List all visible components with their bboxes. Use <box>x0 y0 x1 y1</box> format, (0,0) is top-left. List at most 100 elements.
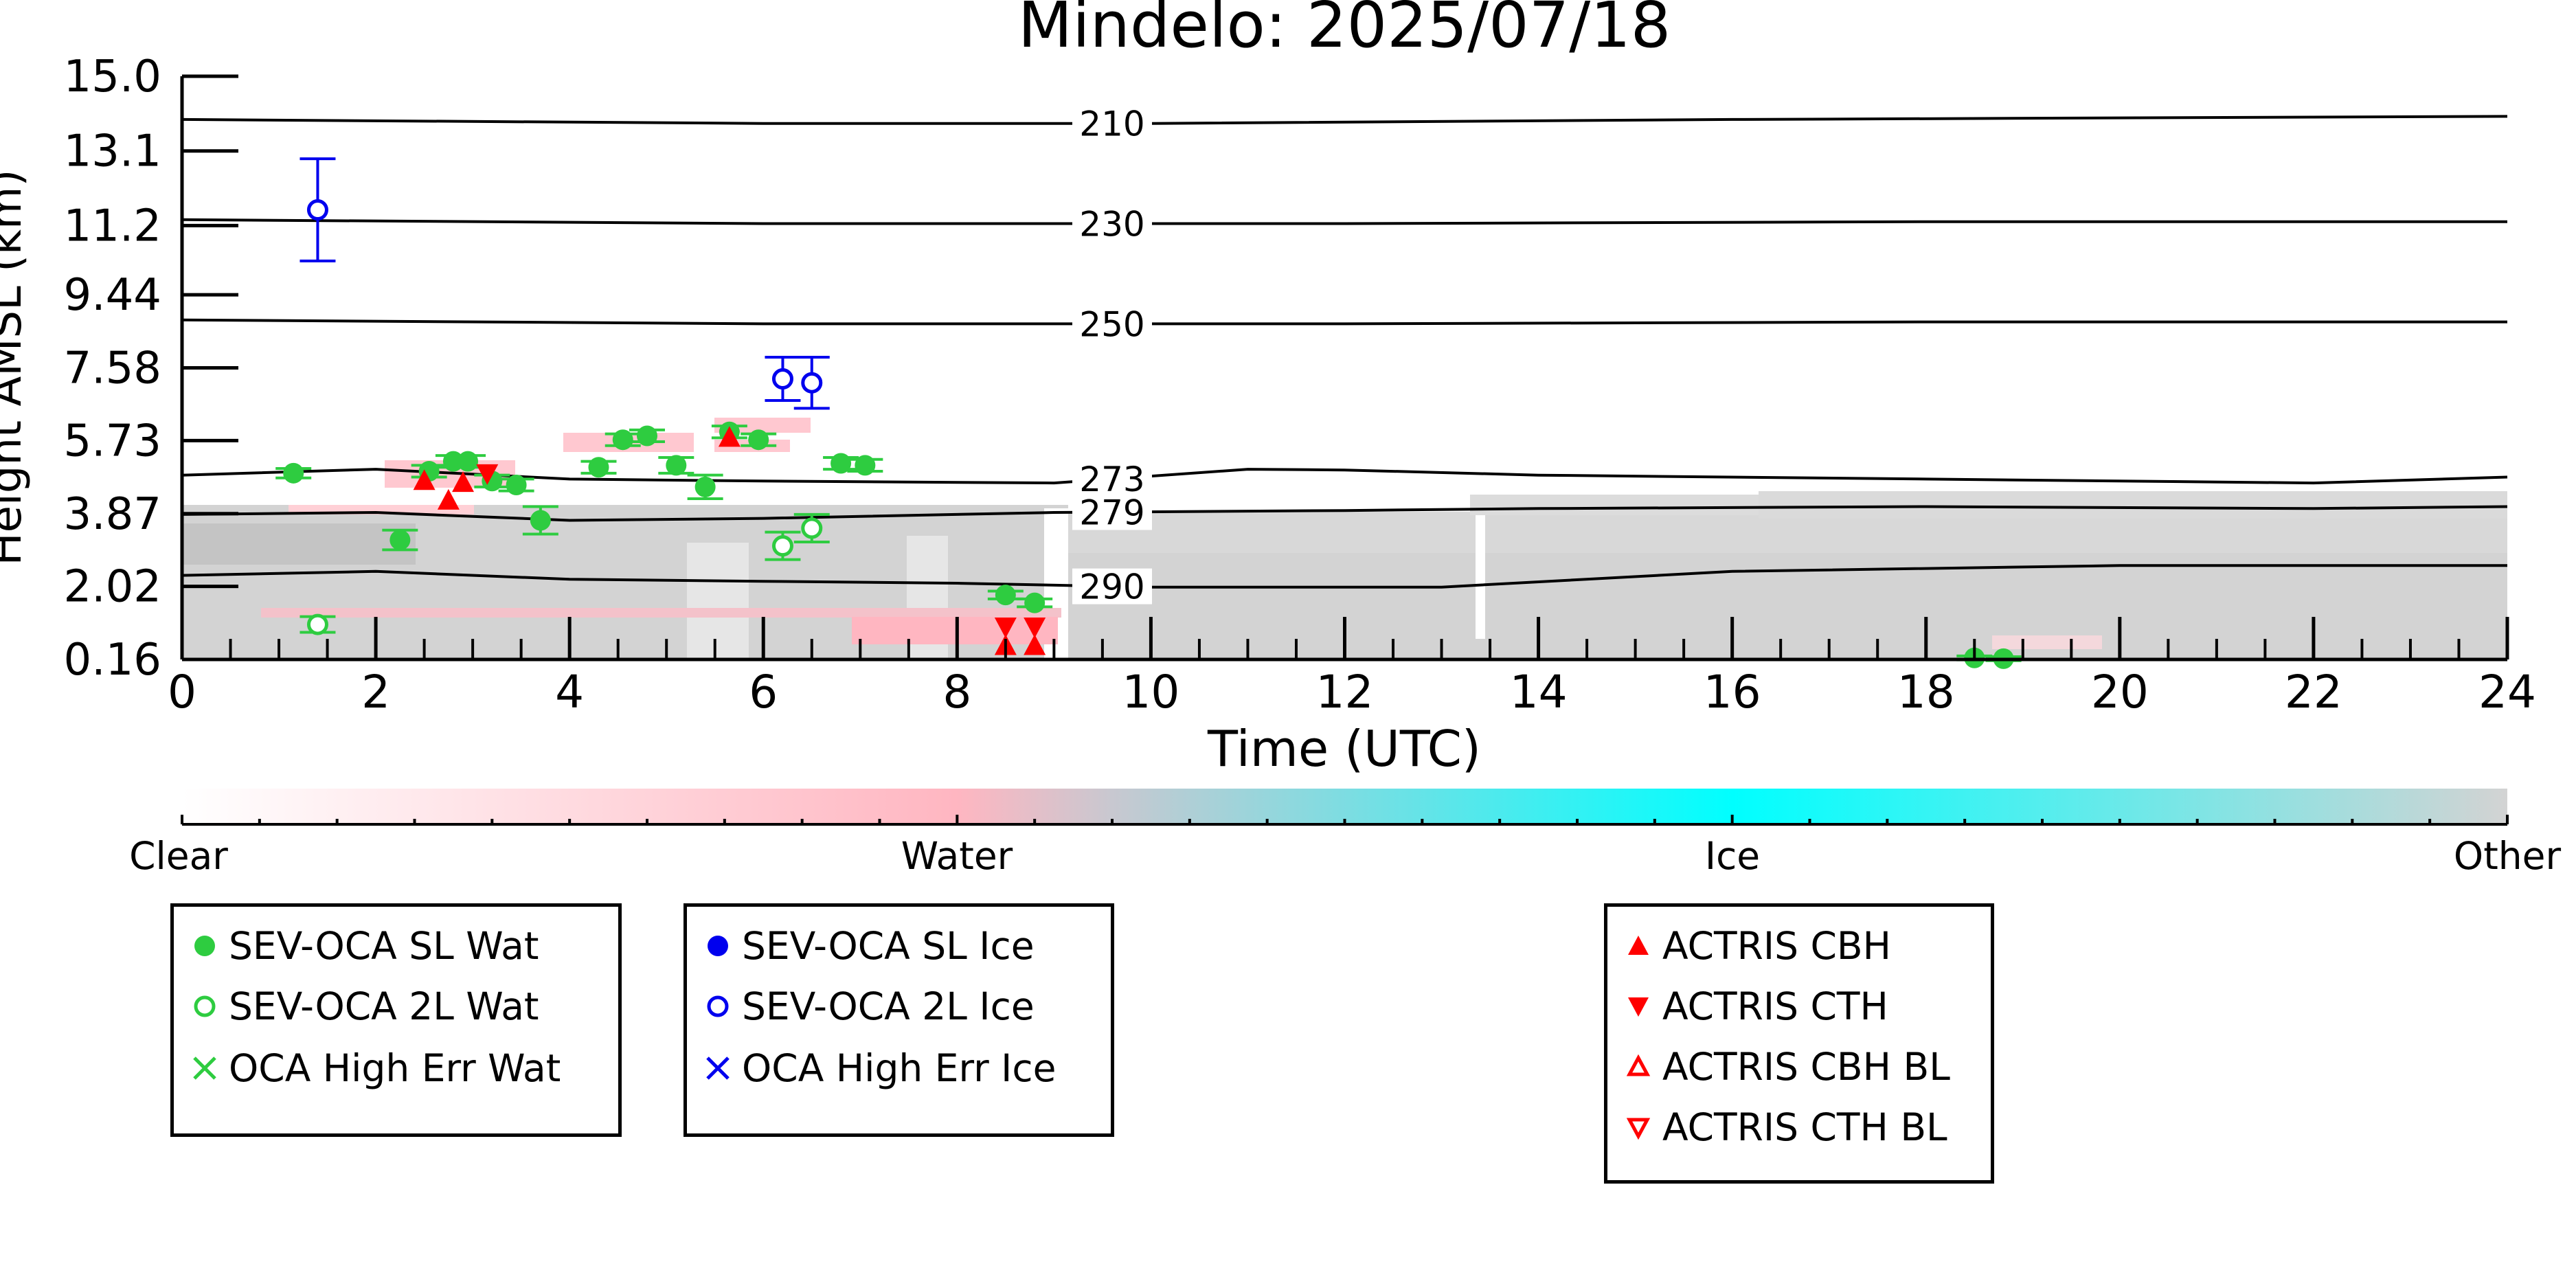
x-tick-label: 10 <box>1122 666 1179 719</box>
isotherm-label: 210 <box>1079 104 1144 144</box>
filled-circle-point <box>855 455 876 476</box>
triangle-down-point <box>476 464 499 485</box>
colorbar-label-water: Water <box>901 834 1013 878</box>
filled-circle-point <box>588 457 609 478</box>
x-tick-label: 24 <box>2478 666 2536 719</box>
legend-item-sl-ice: SEV-OCA SL Ice <box>701 922 1035 970</box>
filled-circle-point <box>666 455 687 476</box>
phase-colorbar: Clear Water Ice Other <box>129 789 2561 878</box>
filled-circle-point <box>694 476 716 497</box>
x-tick-label: 2 <box>361 666 390 719</box>
x-tick-label: 0 <box>168 666 196 719</box>
x-tick-label: 22 <box>2285 666 2342 719</box>
x-tick-label: 18 <box>1897 666 1955 719</box>
filled-circle-point <box>612 429 633 451</box>
x-mark-icon <box>706 1057 730 1080</box>
y-axis-ticks: 0.16 2.02 3.87 5.73 7.58 9.44 11.2 13.1 15.0 <box>64 52 238 686</box>
legend-label: SEV-OCA SL Wat <box>229 924 539 968</box>
filled-circle-point <box>283 462 304 484</box>
legend-label: SEV-OCA 2L Wat <box>229 984 539 1028</box>
y-tick-label: 0.16 <box>64 635 162 686</box>
triangle-up-point <box>437 488 460 510</box>
filled-circle-icon <box>708 936 728 956</box>
legend-label: SEV-OCA SL Ice <box>742 924 1035 968</box>
isotherm-line <box>181 505 2508 522</box>
open-circle-point <box>801 372 823 394</box>
triangle-up-icon <box>1628 936 1649 955</box>
open-circle-icon <box>707 995 729 1017</box>
triangle-up-point <box>452 471 475 493</box>
isotherm-line <box>181 564 2507 589</box>
y-tick-label: 2.02 <box>64 562 162 613</box>
y-tick-label: 5.73 <box>64 416 162 466</box>
legend-item-higherr-ice: OCA High Err Ice <box>701 1044 1056 1092</box>
data-points <box>275 157 2022 669</box>
isotherm-label: 250 <box>1079 304 1144 344</box>
y-tick-label: 11.2 <box>64 201 162 251</box>
legend-label: ACTRIS CTH BL <box>1662 1105 1947 1149</box>
open-circle-point <box>306 199 328 221</box>
open-circle-point <box>771 535 793 557</box>
legend-label: ACTRIS CTH <box>1662 984 1888 1028</box>
x-axis-ticks: 0 2 4 6 8 10 12 14 16 18 20 22 24 <box>168 617 2536 719</box>
filled-circle-point <box>506 474 527 495</box>
y-tick-label: 7.58 <box>64 343 162 394</box>
open-triangle-up-icon <box>1626 1054 1651 1076</box>
isotherm-label: 290 <box>1079 567 1144 607</box>
legend-item-2l-ice: SEV-OCA 2L Ice <box>701 982 1035 1030</box>
chart-title: Mindelo: 2025/07/18 <box>1018 0 1671 62</box>
isotherm-line <box>181 318 2507 326</box>
isotherm-label: 279 <box>1079 493 1144 532</box>
x-tick-label: 16 <box>1704 666 1761 719</box>
isotherm-label: 273 <box>1079 460 1144 499</box>
filled-circle-point <box>457 451 479 472</box>
isotherm-label-bg <box>1072 306 1152 342</box>
filled-circle-point <box>389 530 411 551</box>
x-tick-label: 12 <box>1316 666 1374 719</box>
y-tick-label: 13.1 <box>64 126 162 177</box>
colorbar-label-other: Other <box>2454 834 2562 878</box>
filled-circle-point <box>637 425 657 447</box>
open-circle-point <box>771 368 793 390</box>
legend-item-higherr-wat: OCA High Err Wat <box>188 1044 561 1092</box>
colorbar-label-ice: Ice <box>1705 834 1760 878</box>
isotherm-line <box>181 115 2508 125</box>
colorbar-label-clear: Clear <box>129 834 228 878</box>
x-tick-label: 14 <box>1510 666 1568 719</box>
legend-item-cth-bl: ACTRIS CTH BL <box>1621 1103 1947 1151</box>
x-tick-label: 20 <box>2091 666 2149 719</box>
triangle-down-point <box>1024 617 1046 638</box>
filled-circle-point <box>748 429 769 451</box>
isotherm-label-bg <box>1072 568 1152 605</box>
isotherm-line <box>181 468 2508 485</box>
y-tick-label: 9.44 <box>64 270 162 321</box>
triangle-up-point <box>718 426 741 447</box>
filled-circle-point <box>831 453 852 474</box>
triangle-up-point <box>413 469 436 490</box>
open-circle-point <box>306 613 328 635</box>
open-circle-icon <box>194 995 216 1017</box>
legend-label: OCA High Err Wat <box>229 1046 561 1090</box>
y-tick-label: 15.0 <box>64 52 162 102</box>
triangle-down-point <box>994 617 1017 638</box>
legend-item-2l-wat: SEV-OCA 2L Wat <box>188 982 539 1030</box>
isotherm-label-bg <box>1072 461 1152 497</box>
legend-label: SEV-OCA 2L Ice <box>742 984 1035 1028</box>
x-tick-label: 4 <box>555 666 584 719</box>
triangle-down-icon <box>1628 997 1649 1017</box>
filled-circle-point <box>530 510 551 531</box>
isotherm-label-bg <box>1072 494 1152 530</box>
open-triangle-down-icon <box>1626 1118 1651 1140</box>
legend-ice: SEV-OCA SL Ice SEV-OCA 2L Ice OCA High E… <box>683 903 1114 1137</box>
legend-item-sl-wat: SEV-OCA SL Wat <box>188 922 539 970</box>
isotherm-line <box>181 218 2507 225</box>
y-axis-label: Height AMSL (km) <box>0 170 32 566</box>
x-mark-icon <box>193 1057 216 1080</box>
x-tick-label: 8 <box>942 666 971 719</box>
y-tick-label: 3.87 <box>64 489 162 540</box>
filled-circle-icon <box>194 936 215 956</box>
legend-item-cbh-bl: ACTRIS CBH BL <box>1621 1043 1950 1091</box>
legend-label: OCA High Err Ice <box>742 1046 1057 1090</box>
